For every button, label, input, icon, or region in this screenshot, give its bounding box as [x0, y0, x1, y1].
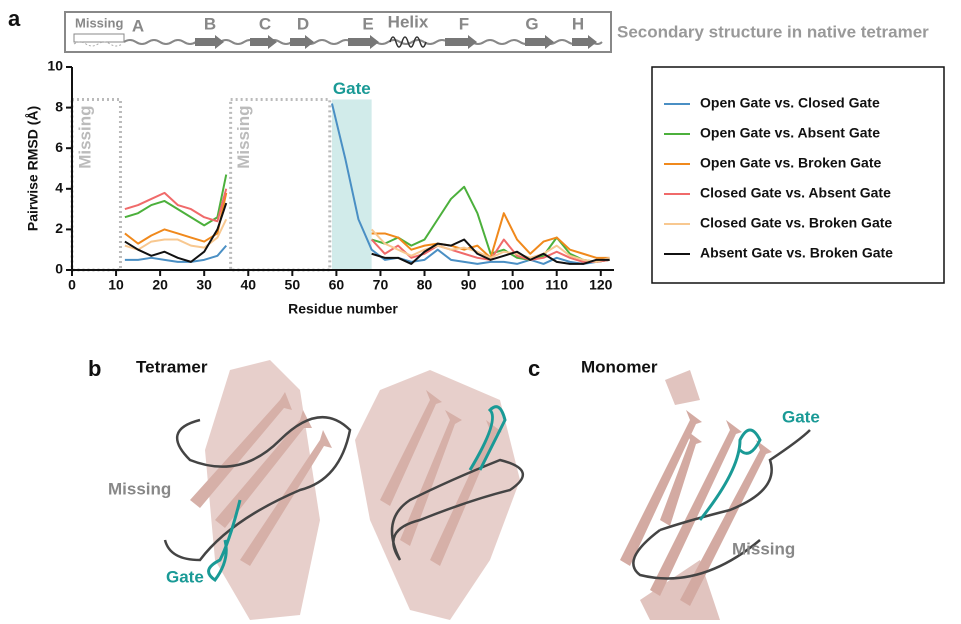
x-tick-label: 110 — [545, 277, 568, 293]
missing-backbone — [74, 42, 122, 46]
helix — [390, 37, 426, 47]
structure-element: D — [297, 14, 309, 33]
gate-label: Gate — [782, 407, 820, 426]
legend-label: Open Gate vs. Absent Gate — [700, 125, 880, 141]
x-tick-label: 120 — [589, 277, 613, 293]
x-tick-label: 10 — [108, 277, 124, 293]
y-tick-label: 8 — [55, 98, 63, 114]
structure-element: E — [362, 14, 373, 33]
missing-label: Missing — [108, 479, 171, 498]
structure-bar: Missing A B C D E Helix F G H Secondary … — [65, 12, 929, 52]
y-tick-label: 2 — [55, 220, 63, 236]
y-tick-label: 10 — [47, 58, 63, 74]
region-label: Gate — [333, 79, 371, 98]
missing-bracket — [74, 34, 124, 42]
region-label: Missing — [234, 105, 253, 168]
legend-label: Closed Gate vs. Absent Gate — [700, 185, 891, 201]
x-tick-label: 20 — [152, 277, 168, 293]
gate-label: Gate — [166, 567, 204, 586]
structure-caption: Secondary structure in native tetramer — [617, 22, 929, 41]
legend-label: Absent Gate vs. Broken Gate — [700, 245, 893, 261]
x-axis-title: Residue number — [288, 301, 398, 317]
x-tick-label: 30 — [196, 277, 212, 293]
y-axis-title: Pairwise RMSD (Å) — [25, 106, 41, 231]
structure-element: H — [572, 14, 584, 33]
structure-element: Helix — [388, 12, 429, 31]
panel-title: Monomer — [581, 357, 658, 376]
legend-label: Open Gate vs. Broken Gate — [700, 155, 881, 171]
tetramer-image: Tetramer Missing Gate — [108, 357, 523, 620]
figure: a b c Missing A B C D E Helix F G H — [0, 0, 961, 624]
structure-element: A — [132, 16, 144, 35]
panel-title: Tetramer — [136, 357, 208, 376]
x-tick-label: 40 — [240, 277, 256, 293]
structure-element: B — [204, 14, 216, 33]
y-tick-label: 0 — [55, 261, 63, 277]
panel-label: b — [88, 356, 101, 381]
x-tick-label: 50 — [285, 277, 301, 293]
panel-label: c — [528, 356, 540, 381]
x-tick-label: 90 — [461, 277, 477, 293]
structure-element: C — [259, 14, 271, 33]
legend-label: Open Gate vs. Closed Gate — [700, 95, 880, 111]
missing-label: Missing — [75, 15, 123, 30]
structure-element: G — [525, 14, 538, 33]
region-label: Missing — [75, 105, 94, 168]
x-tick-label: 0 — [68, 277, 76, 293]
structure-element: F — [459, 14, 469, 33]
x-tick-label: 60 — [329, 277, 345, 293]
y-tick-label: 6 — [55, 139, 63, 155]
x-tick-label: 80 — [417, 277, 433, 293]
y-tick-label: 4 — [55, 180, 63, 196]
panel-label: a — [8, 6, 21, 31]
x-tick-label: 70 — [373, 277, 389, 293]
x-tick-label: 100 — [501, 277, 525, 293]
legend-label: Closed Gate vs. Broken Gate — [700, 215, 892, 231]
missing-label: Missing — [732, 539, 795, 558]
monomer-image: Monomer Gate Missing — [581, 357, 820, 620]
